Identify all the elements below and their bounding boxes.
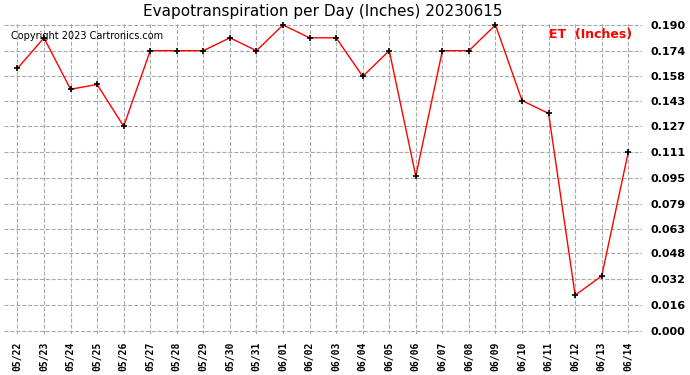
Title: Evapotranspiration per Day (Inches) 20230615: Evapotranspiration per Day (Inches) 2023… [143, 4, 502, 19]
Text: Copyright 2023 Cartronics.com: Copyright 2023 Cartronics.com [10, 31, 163, 41]
Text: ET  (Inches): ET (Inches) [549, 28, 632, 41]
